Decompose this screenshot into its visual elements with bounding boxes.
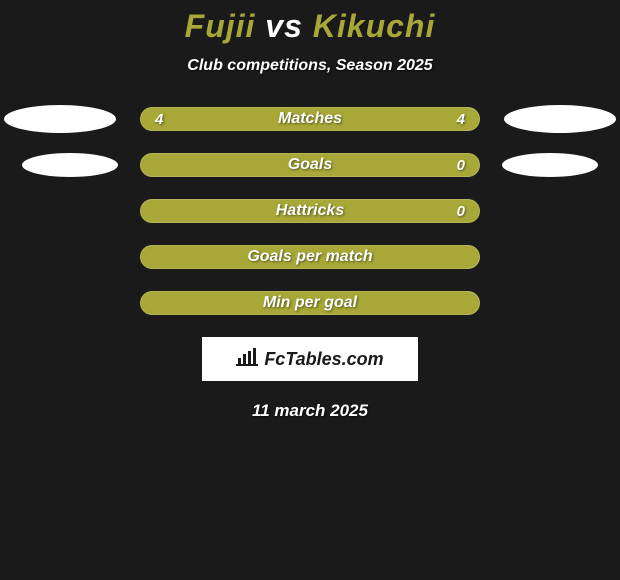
stat-value-left: 4 <box>155 111 163 128</box>
player2-name: Kikuchi <box>313 8 436 44</box>
stat-row-hattricks: Hattricks 0 <box>0 199 620 223</box>
subtitle: Club competitions, Season 2025 <box>0 57 620 75</box>
right-ellipse-icon <box>504 105 616 133</box>
comparison-infographic: Fujii vs Kikuchi Club competitions, Seas… <box>0 0 620 421</box>
stat-bar: Hattricks 0 <box>140 199 480 223</box>
logo-box: FcTables.com <box>202 337 418 381</box>
stat-bar: Goals per match <box>140 245 480 269</box>
vs-separator: vs <box>265 8 303 44</box>
left-ellipse-icon <box>22 153 118 177</box>
stat-label: Goals <box>288 156 332 174</box>
stat-label: Hattricks <box>276 202 344 220</box>
stat-row-matches: 4 Matches 4 <box>0 107 620 131</box>
stat-bar: 4 Matches 4 <box>140 107 480 131</box>
left-ellipse-icon <box>4 105 116 133</box>
page-title: Fujii vs Kikuchi <box>0 8 620 45</box>
stat-label: Matches <box>278 110 342 128</box>
logo: FcTables.com <box>236 348 383 371</box>
stat-bar: Min per goal <box>140 291 480 315</box>
bar-chart-icon <box>236 348 258 371</box>
player1-name: Fujii <box>185 8 256 44</box>
stat-row-min-per-goal: Min per goal <box>0 291 620 315</box>
right-ellipse-icon <box>502 153 598 177</box>
date-label: 11 march 2025 <box>0 401 620 421</box>
stat-row-goals-per-match: Goals per match <box>0 245 620 269</box>
logo-text: FcTables.com <box>264 349 383 370</box>
stat-label: Min per goal <box>263 294 357 312</box>
stat-label: Goals per match <box>247 248 372 266</box>
stat-value-right: 4 <box>457 111 465 128</box>
stat-row-goals: Goals 0 <box>0 153 620 177</box>
stat-bar: Goals 0 <box>140 153 480 177</box>
stat-value-right: 0 <box>457 203 465 220</box>
stat-value-right: 0 <box>457 157 465 174</box>
